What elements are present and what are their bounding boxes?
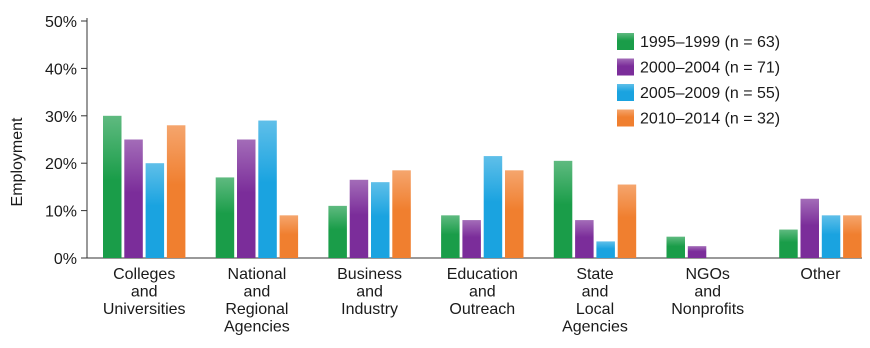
bar <box>617 184 637 258</box>
legend-label: 2005–2009 (n = 55) <box>640 85 780 102</box>
bar <box>666 236 685 258</box>
legend-swatch <box>617 33 634 50</box>
category-label: NGOs and Nonprofits <box>671 266 744 318</box>
y-tick-label: 10% <box>45 204 77 221</box>
y-tick-label: 30% <box>45 109 77 126</box>
y-axis: 0% 10% 20% 30% 40% 50% <box>45 14 88 268</box>
legend-label: 2010–2014 (n = 32) <box>640 111 780 128</box>
bars <box>103 115 862 258</box>
legend-swatch <box>617 58 634 76</box>
bar <box>124 139 143 258</box>
bar <box>575 220 594 258</box>
bar <box>103 115 122 258</box>
bar <box>800 198 819 258</box>
bar <box>441 215 460 258</box>
bar <box>596 241 615 258</box>
category-label: National and Regional Agencies <box>224 266 290 336</box>
bar <box>237 139 256 258</box>
bar <box>462 220 481 258</box>
y-tick-label: 50% <box>45 14 77 31</box>
bar <box>145 163 165 258</box>
bar <box>166 125 186 258</box>
category-label: State and Local Agencies <box>562 266 628 336</box>
category-label: Business and Industry <box>337 266 402 318</box>
bar <box>371 182 390 258</box>
legend-swatch <box>617 84 634 101</box>
category-label: Other <box>800 266 841 283</box>
legend-label: 1995–1999 (n = 63) <box>640 34 780 51</box>
legend: 1995–1999 (n = 63) 2000–2004 (n = 71) 2005… <box>617 33 780 128</box>
bar <box>843 215 862 258</box>
bar <box>505 170 524 258</box>
bar <box>258 120 277 258</box>
legend-swatch <box>617 109 634 127</box>
y-axis-title: Employment <box>9 117 26 206</box>
bar <box>553 160 573 258</box>
category-labels: Colleges and Universities National and Region… <box>103 266 841 336</box>
y-tick-label: 40% <box>45 61 77 78</box>
bar <box>483 156 503 258</box>
bar <box>279 215 299 258</box>
bar <box>349 179 369 258</box>
bar <box>328 205 347 258</box>
y-tick-label: 0% <box>54 251 77 268</box>
bar <box>392 170 411 258</box>
y-tick-label: 20% <box>45 156 77 173</box>
category-label: Education and Outreach <box>447 266 518 318</box>
legend-label: 2000–2004 (n = 71) <box>640 60 780 77</box>
bar <box>687 246 707 258</box>
category-label: Colleges and Universities <box>103 266 186 318</box>
bar <box>779 229 798 258</box>
bar <box>821 215 841 258</box>
bar <box>215 177 235 258</box>
